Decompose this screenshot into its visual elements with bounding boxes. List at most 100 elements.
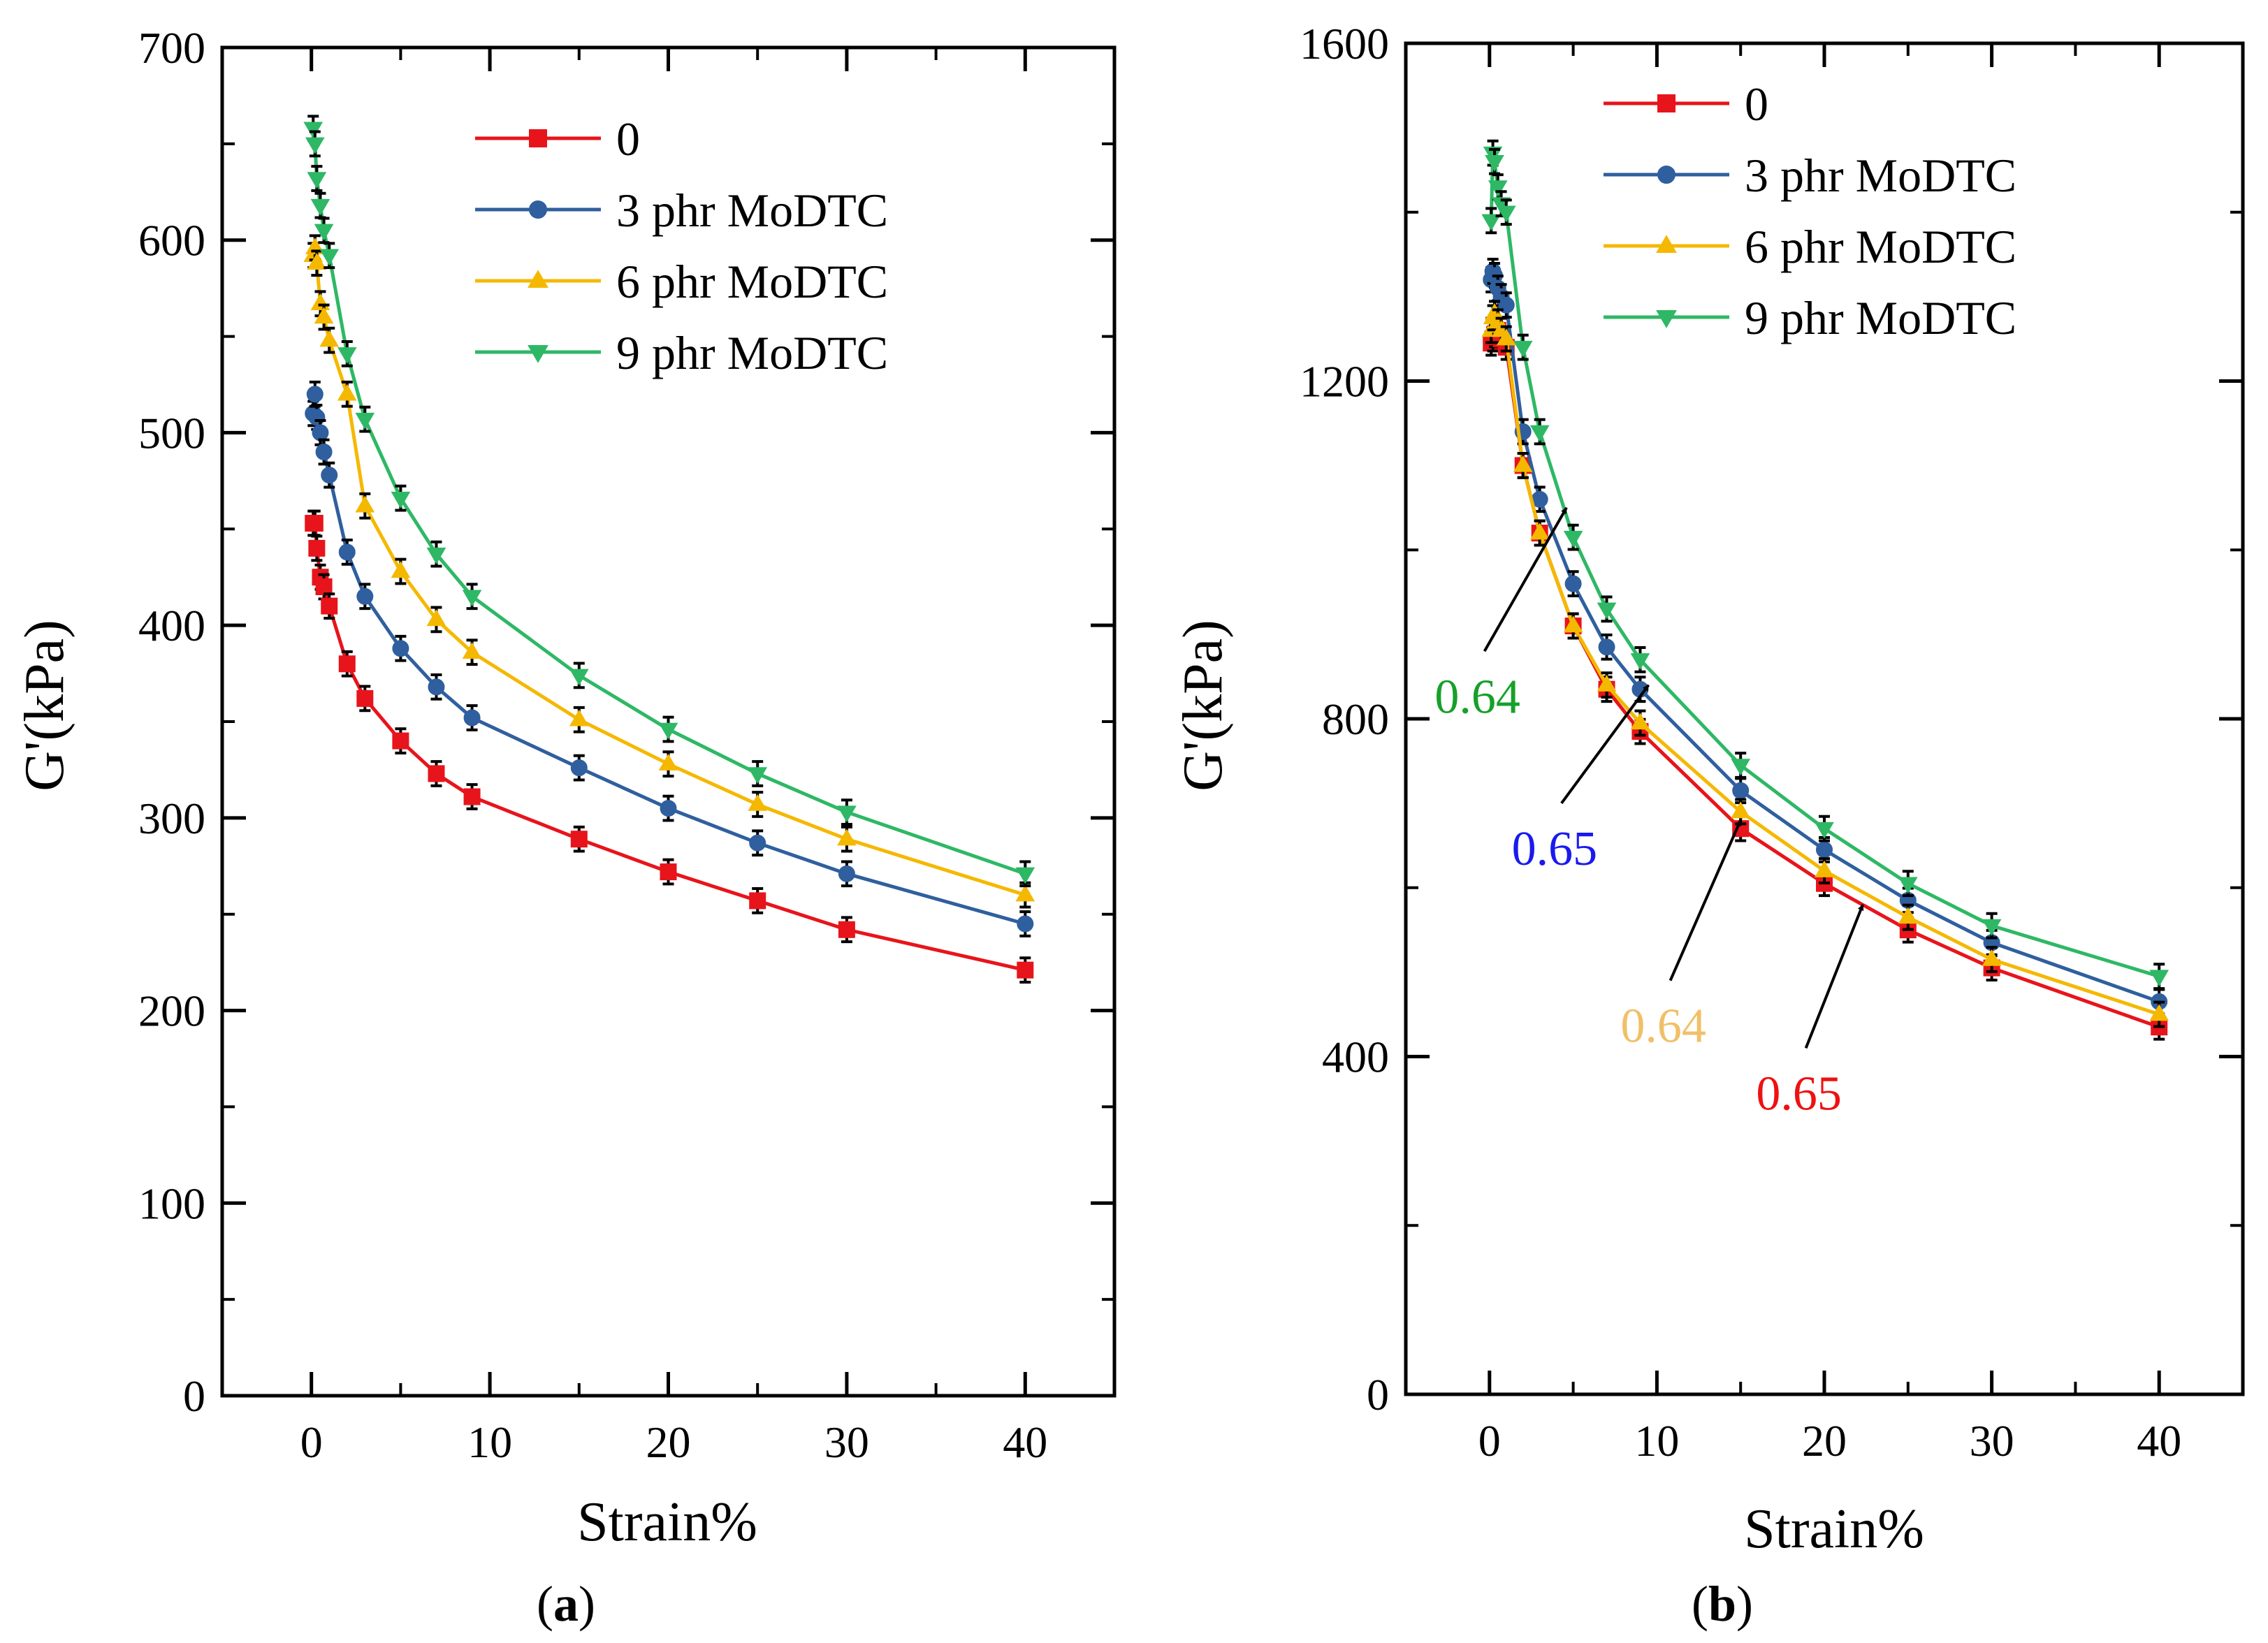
data-point	[837, 828, 857, 846]
data-point	[392, 640, 409, 657]
data-point	[428, 765, 445, 782]
x-tick-label: 0	[300, 1417, 323, 1467]
data-point	[321, 467, 338, 484]
data-point	[463, 709, 481, 726]
panel-b: 0 400 800 1200 1600 0 10 20 30 40 0.64 0.65 0.64 0.6…	[1172, 19, 2245, 1632]
legend-entry: 3 phr MoDTC	[475, 184, 888, 237]
legend-marker	[528, 345, 548, 363]
annotation-arrow	[1804, 904, 1864, 1049]
x-tick-label: 40	[1003, 1417, 1047, 1467]
data-point	[356, 587, 374, 605]
x-tick-label: 20	[646, 1417, 691, 1467]
legend-entry: 9 phr MoDTC	[475, 326, 888, 379]
legend-label: 9 phr MoDTC	[616, 326, 888, 379]
data-point	[319, 249, 340, 266]
y-tick-label: 200	[138, 986, 205, 1036]
series-6-phr-modtc	[1481, 300, 2169, 1028]
data-point	[1017, 915, 1034, 933]
data-point	[837, 805, 857, 823]
data-point	[355, 495, 375, 513]
data-point	[1731, 801, 1751, 819]
y-tick-label: 400	[1322, 1032, 1389, 1082]
series-3-phr-modtc	[305, 380, 1034, 937]
annotation-label: 0.64	[1434, 670, 1520, 724]
data-point	[314, 307, 334, 324]
legend-label: 3 phr MoDTC	[1745, 149, 2016, 202]
legend-label: 6 phr MoDTC	[1745, 220, 2016, 273]
y-axis-label: G'(kPa)	[1172, 620, 1234, 791]
data-point	[1496, 205, 1516, 223]
panel-a: 0 100 200 300 400 500 600 700 0 10 20 30 40 0 3 phr M…	[14, 23, 1117, 1632]
data-point	[1982, 949, 2002, 966]
data-point	[463, 788, 481, 805]
x-tick-label: 0	[1478, 1416, 1501, 1466]
data-point	[658, 754, 678, 771]
data-point	[748, 767, 768, 784]
y-axis-label: G'(kPa)	[14, 620, 75, 791]
data-point	[319, 330, 340, 347]
data-point	[310, 198, 330, 216]
legend-entry: 9 phr MoDTC	[1604, 291, 2016, 344]
annotation-arrow	[1669, 819, 1743, 981]
data-point	[1815, 822, 1834, 839]
panel-label: (b)	[1692, 1576, 1753, 1632]
data-point	[307, 253, 327, 270]
data-point	[1816, 841, 1833, 859]
data-point	[303, 122, 324, 139]
data-point	[428, 678, 445, 696]
legend-label: 3 phr MoDTC	[616, 184, 888, 237]
data-point	[749, 892, 766, 910]
series-0	[1483, 316, 2168, 1041]
data-point	[1732, 782, 1750, 799]
data-point	[838, 865, 855, 882]
legend-marker	[529, 200, 547, 219]
annotation-arrow	[1483, 506, 1568, 652]
data-point	[569, 669, 589, 686]
data-point	[748, 794, 768, 811]
y-tick-label: 300	[138, 794, 205, 843]
y-tick-label: 0	[183, 1371, 205, 1421]
legend-label: 6 phr MoDTC	[616, 255, 888, 308]
data-point	[660, 863, 677, 881]
data-point	[306, 386, 324, 403]
series-9-phr-modtc	[1481, 139, 2169, 991]
data-point	[1898, 877, 1918, 894]
data-point	[308, 409, 326, 426]
data-point	[1529, 523, 1550, 540]
data-point	[658, 722, 678, 740]
annotation-label: 0.65	[1512, 822, 1598, 876]
y-tick-label: 700	[138, 23, 205, 73]
data-point	[308, 539, 326, 557]
legend-label: 0	[1745, 78, 1768, 131]
annotation-label: 0.64	[1620, 1000, 1706, 1053]
data-point	[1017, 961, 1034, 979]
data-point	[1630, 713, 1650, 730]
series-9-phr-modtc	[303, 115, 1035, 888]
data-point	[312, 424, 329, 441]
data-point	[1898, 907, 1918, 924]
x-axis-label: Strain%	[1744, 1498, 1924, 1560]
data-point	[1496, 328, 1516, 346]
legend-label: 0	[616, 112, 640, 166]
data-point	[1485, 154, 1504, 172]
y-tick-label: 500	[138, 408, 205, 458]
legend-label: 9 phr MoDTC	[1745, 291, 2016, 344]
data-point	[838, 921, 855, 938]
y-tick-label: 800	[1322, 694, 1389, 744]
data-point	[306, 515, 324, 532]
panel-label: (a)	[537, 1576, 595, 1632]
legend-entry: 0	[1604, 78, 1768, 131]
data-point	[1597, 602, 1617, 620]
data-point	[1815, 860, 1834, 877]
data-point	[1598, 638, 1615, 656]
data-point	[2149, 1004, 2169, 1021]
series-6-phr-modtc	[303, 234, 1035, 909]
data-point	[391, 561, 411, 578]
legend-marker	[1657, 94, 1675, 112]
series-0	[305, 509, 1034, 984]
y-tick-label: 0	[1367, 1370, 1389, 1419]
data-point	[337, 384, 357, 401]
y-tick-label: 1600	[1300, 19, 1389, 68]
data-point	[1483, 146, 1503, 163]
data-point	[315, 578, 333, 595]
